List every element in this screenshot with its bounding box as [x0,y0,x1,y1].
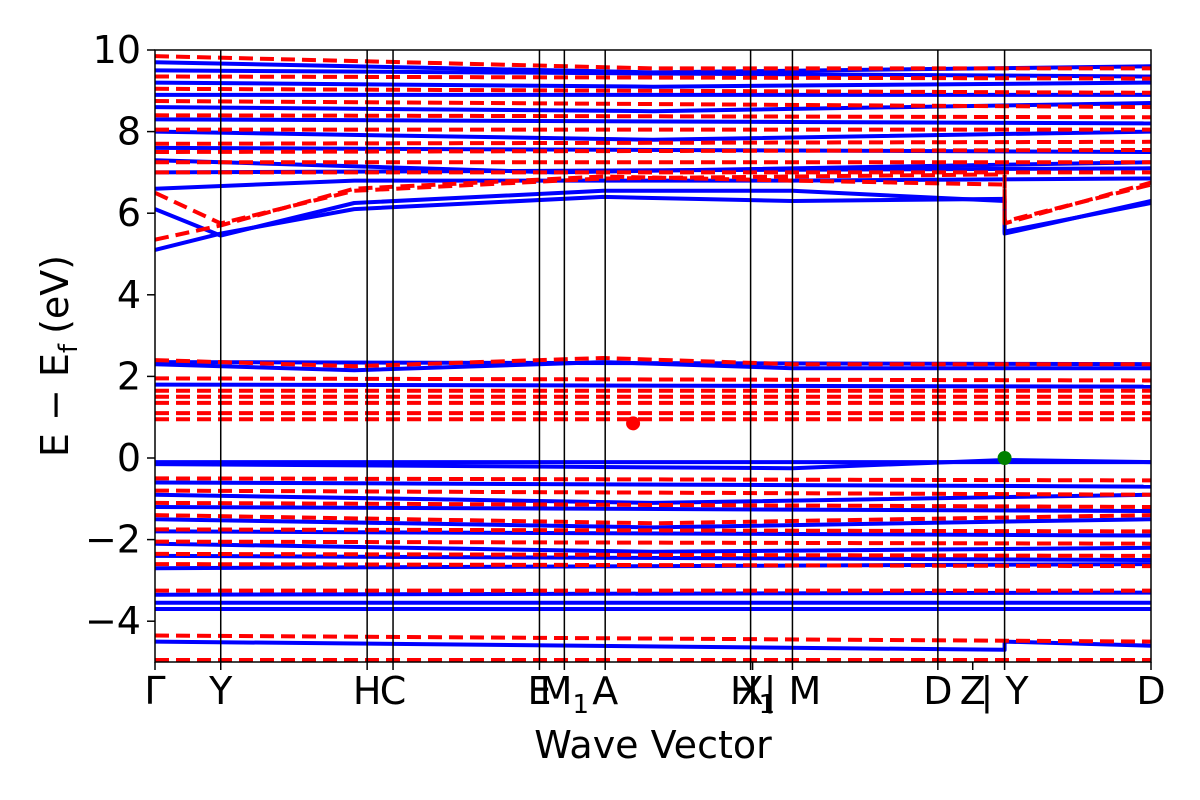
x-tick-label: | M [764,669,822,714]
band-line-dashed [155,74,1151,81]
band-line-solid [155,458,1151,471]
x-tick-label: A [592,669,618,713]
band-line-solid [155,492,1151,505]
band-line-solid [155,480,1151,489]
bands-layer [155,54,1151,662]
band-line-dashed [155,476,1151,483]
band-line-solid [155,553,1151,562]
band-line-dashed [155,633,1151,644]
x-tick-label: X [738,669,764,713]
band-line-solid [155,590,1151,597]
band-line-solid [155,517,1151,530]
band-line-solid [155,129,1151,142]
y-axis-title-subscript: f [54,343,84,353]
band-line-dashed [155,99,1151,110]
y-tick-label: 2 [117,354,141,398]
x-tick-label: M1 [540,669,589,720]
x-axis-title: Wave Vector [534,723,772,767]
band-line-dashed [155,500,1151,509]
y-tick-label: 4 [117,273,141,317]
x-tick-label: H [353,669,382,713]
y-tick-label: −4 [85,599,141,643]
band-line-dashed [155,356,1151,369]
x-tick-label: D [923,669,952,713]
markers-layer [626,416,1012,465]
band-line-dashed [155,376,1151,383]
band-line-dashed [155,488,1151,497]
y-tick-label: 6 [117,191,141,235]
band-line-dashed [155,562,1151,569]
y-axis-title: E − Ef (eV) [33,255,84,457]
band-line-dashed [155,551,1151,558]
band-line-solid [155,541,1151,554]
x-tick-label: E [527,669,551,713]
y-tick-label: −2 [85,518,141,562]
band-line-dashed [155,539,1151,546]
band-line-solid [155,639,1151,652]
band-line-dashed [155,86,1151,95]
x-tick-label: C [380,669,407,713]
band-line-solid [155,529,1151,538]
y-axis-title-unit: (eV) [33,255,77,334]
x-tick-label: D [1136,669,1165,713]
band-edge-marker [997,451,1012,465]
y-axis-title-main: E − E [33,353,77,457]
y-tick-label: 0 [117,436,141,480]
y-ticks: −4 −2 0 2 4 6 8 10 [85,28,155,643]
band-line-dashed [155,113,1151,120]
band-line-solid [155,505,1151,513]
band-line-dashed [155,174,1151,242]
x-tick-label: Γ [144,669,165,713]
band-line-solid [155,382,1151,389]
plot-frame [154,49,1152,663]
band-line-dashed [155,148,1151,154]
band-line-dashed [155,139,1151,146]
band-line-dashed [155,172,1151,226]
kpoint-lines [219,50,1006,662]
x-tick-label: Y [208,669,233,713]
band-line-dashed [155,527,1151,534]
x-tick-label: | Y [981,669,1030,714]
x-tick-label: Z [960,669,986,713]
y-tick-label: 10 [93,28,141,72]
band-line-solid [155,158,1151,175]
y-tick-label: 8 [117,110,141,154]
band-line-dashed [155,54,1151,71]
band-line-dashed [155,513,1151,526]
x-tick-label: H1 [730,669,775,720]
band-edge-marker [626,416,641,431]
band-line-solid [155,117,1151,126]
band-line-solid [155,80,1151,89]
